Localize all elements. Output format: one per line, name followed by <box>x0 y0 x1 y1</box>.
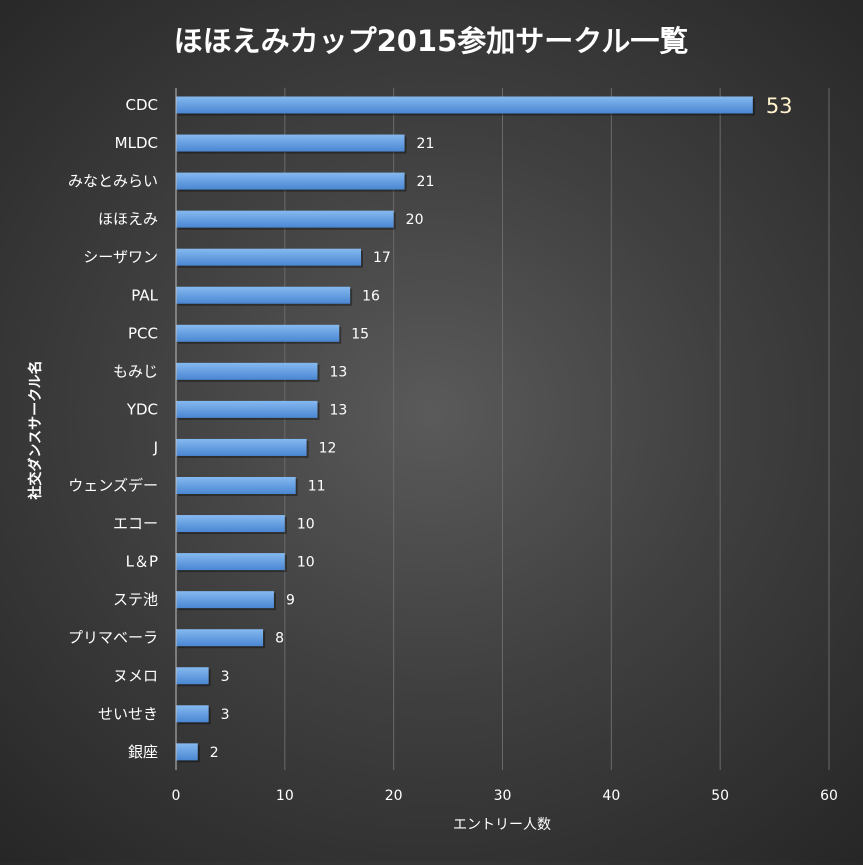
bar <box>176 591 274 609</box>
data-label: 21 <box>417 174 435 190</box>
x-tick-labels: 0 10 20 30 40 50 60 <box>172 788 838 804</box>
data-label: 10 <box>297 517 315 533</box>
data-label: 2 <box>210 745 219 761</box>
data-label: 8 <box>275 631 284 647</box>
x-tick-label: 60 <box>820 788 838 804</box>
category-label: ヌメロ <box>113 667 158 685</box>
data-label: 3 <box>221 669 230 685</box>
bar <box>176 248 362 266</box>
data-label: 10 <box>297 555 315 571</box>
category-label: J <box>153 438 158 456</box>
x-tick-label: 50 <box>711 788 729 804</box>
bar <box>176 515 285 533</box>
x-tick-label: 20 <box>385 788 403 804</box>
bar <box>176 629 264 647</box>
data-label: 12 <box>319 440 337 456</box>
data-label: 13 <box>329 402 347 418</box>
bar <box>176 743 198 761</box>
chart-title: ほほえみカップ2015参加サークル一覧 <box>174 24 689 58</box>
category-label: PCC <box>128 324 158 342</box>
y-axis-title: 社交ダンスサークル名 <box>27 360 44 500</box>
category-label: もみじ <box>113 362 158 380</box>
x-tick-label: 40 <box>602 788 620 804</box>
category-label: ウェンズデー <box>68 477 158 495</box>
category-label: YDC <box>126 400 158 418</box>
category-label: ステ池 <box>113 591 158 609</box>
data-label: 16 <box>362 288 380 304</box>
category-label: MLDC <box>115 134 158 152</box>
bar <box>176 362 318 380</box>
data-label: 9 <box>286 593 295 609</box>
data-label: 20 <box>406 212 424 228</box>
data-label: 15 <box>351 326 369 342</box>
gridlines <box>284 88 830 770</box>
category-label: ほほえみ <box>98 210 158 228</box>
x-tick-label: 30 <box>494 788 512 804</box>
category-label: シーザワン <box>83 248 158 266</box>
category-label: CDC <box>126 96 159 114</box>
category-label: エコー <box>113 515 158 533</box>
data-label: 13 <box>329 364 347 380</box>
category-label: L＆P <box>126 553 158 571</box>
bar <box>176 134 405 152</box>
category-label: みなとみらい <box>68 172 158 190</box>
category-label: PAL <box>131 286 158 304</box>
bar <box>176 705 209 723</box>
data-label: 17 <box>373 250 391 266</box>
bar <box>176 667 209 685</box>
category-label: せいせき <box>98 705 158 723</box>
category-label: 銀座 <box>128 743 158 761</box>
bar <box>176 400 318 418</box>
data-label: 11 <box>308 479 326 495</box>
bar <box>176 96 753 114</box>
x-tick-label: 10 <box>276 788 294 804</box>
category-label: プリマベーラ <box>68 629 158 647</box>
data-label: 53 <box>766 94 793 118</box>
bar <box>176 286 351 304</box>
data-label: 21 <box>417 136 435 152</box>
bar <box>176 438 307 456</box>
bar <box>176 553 285 571</box>
bar <box>176 172 405 190</box>
x-axis-title: エントリー人数 <box>453 817 551 833</box>
bar <box>176 324 340 342</box>
bar <box>176 210 394 228</box>
data-label: 3 <box>221 707 230 723</box>
x-tick-label: 0 <box>172 788 181 804</box>
bar <box>176 477 296 494</box>
bars: 53 21 21 20 17 16 15 13 13 12 11 10 10 9 8 3 3 2 <box>176 94 793 763</box>
